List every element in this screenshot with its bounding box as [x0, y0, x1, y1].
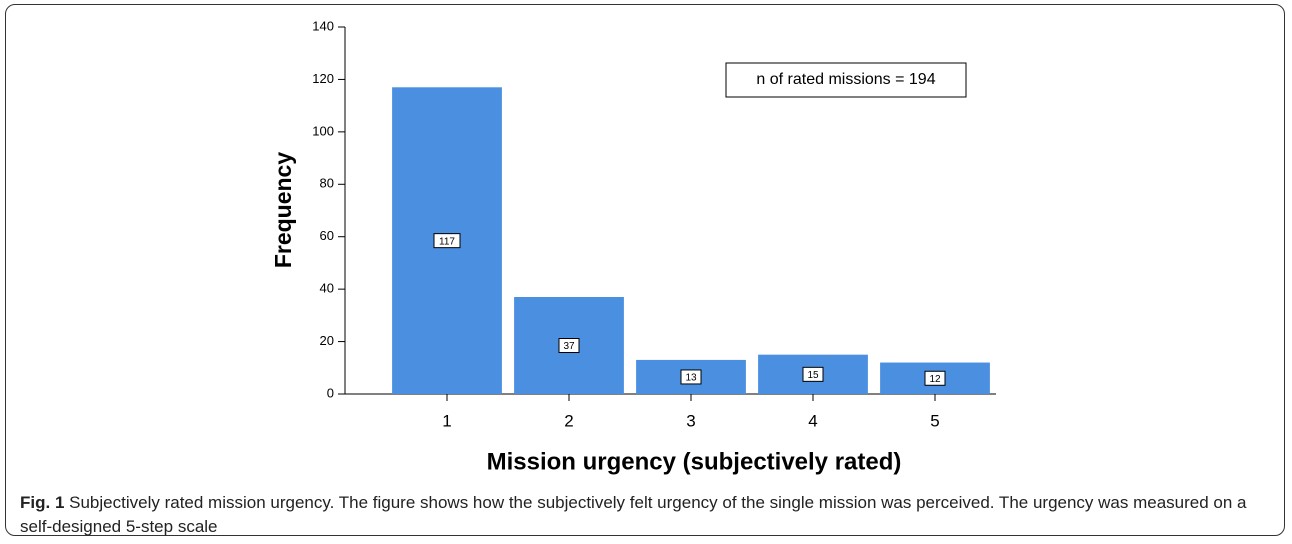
- y-axis-label: Frequency: [270, 152, 296, 269]
- data-label: 13: [685, 373, 697, 384]
- data-label-box: [802, 366, 824, 382]
- data-label: 37: [563, 341, 575, 352]
- data-label-box: [433, 233, 461, 249]
- y-tick-label: 40: [320, 281, 334, 296]
- chart: Frequency Mission urgency (subjectively …: [270, 18, 996, 475]
- figure-frame: [5, 4, 1285, 536]
- x-tick-label: 3: [686, 411, 695, 430]
- x-axis-label: Mission urgency (subjectively rated): [487, 448, 902, 475]
- y-tick-label: 60: [320, 228, 334, 243]
- x-tick-label: 1: [442, 411, 451, 430]
- data-label: 15: [807, 370, 819, 381]
- data-label-box: [924, 370, 946, 386]
- y-tick-label: 100: [312, 123, 334, 138]
- data-label: 12: [929, 374, 941, 385]
- annotation-box: [725, 62, 967, 98]
- x-tick-label: 5: [930, 411, 939, 430]
- x-tick-label: 4: [808, 411, 817, 430]
- data-label-box: [558, 338, 580, 354]
- data-label: 117: [439, 236, 455, 247]
- annotation: n of rated missions = 194: [756, 71, 935, 88]
- data-label-box: [680, 369, 702, 385]
- y-tick-label: 20: [320, 333, 334, 348]
- y-tick-label: 140: [312, 18, 334, 33]
- y-tick-label: 0: [327, 385, 334, 400]
- caption: Fig. 1 Subjectively rated mission urgenc…: [20, 491, 1270, 539]
- x-tick-label: 2: [564, 411, 573, 430]
- y-tick-label: 120: [312, 71, 334, 86]
- y-tick-label: 80: [320, 176, 334, 191]
- caption-label: Fig. 1: [20, 493, 65, 512]
- caption-text: Subjectively rated mission urgency. The …: [20, 493, 1247, 536]
